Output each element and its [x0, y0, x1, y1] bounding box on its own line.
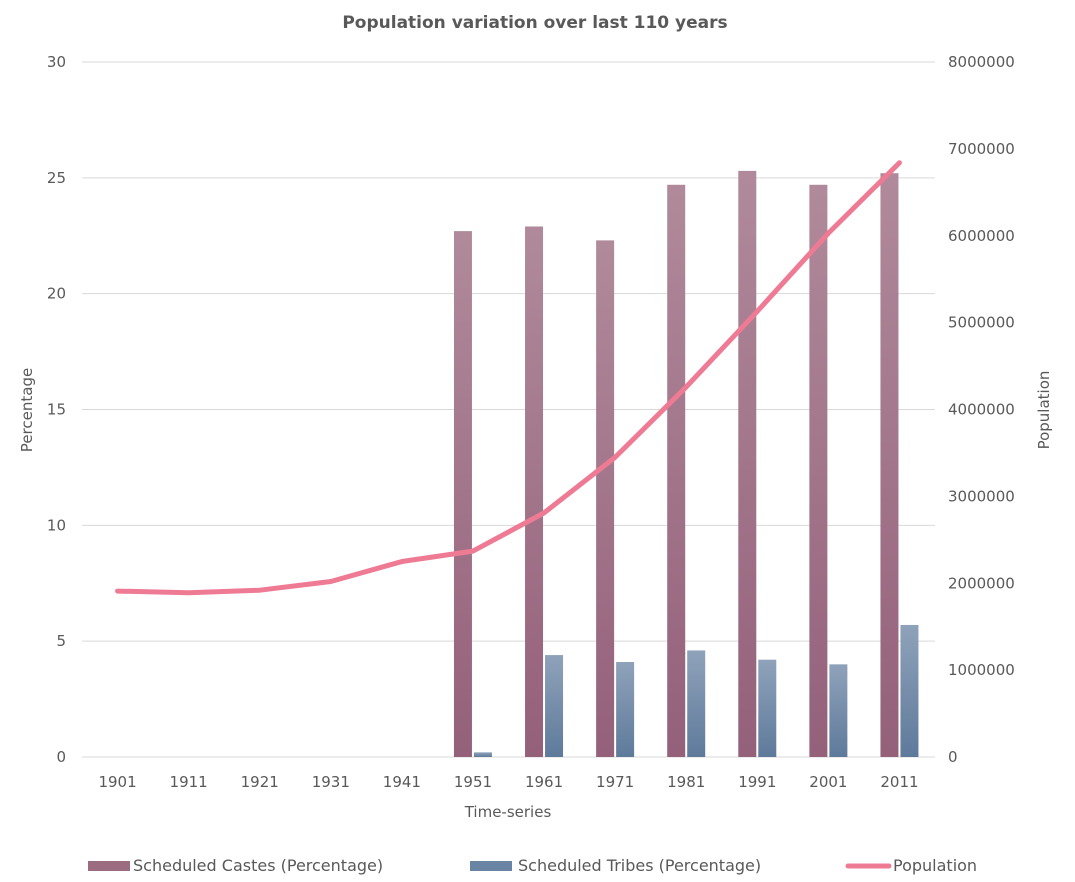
population-line	[115, 160, 902, 596]
x-tick-label: 1911	[170, 773, 208, 791]
left-axis-ticks: 0 5 10 15 20 25 30	[47, 53, 66, 766]
x-tick-label: 1971	[596, 773, 634, 791]
legend-swatch-scheduled-tribes	[470, 861, 512, 871]
y2-tick-label: 7000000	[948, 140, 1015, 158]
y2-tick-label: 4000000	[948, 401, 1015, 419]
grid-lines	[82, 61, 935, 758]
y-tick-label: 0	[56, 748, 66, 766]
y2-tick-label: 8000000	[948, 53, 1015, 71]
x-tick-label: 1901	[98, 773, 136, 791]
bar-scheduled-castes	[880, 173, 899, 757]
legend-label-scheduled-tribes: Scheduled Tribes (Percentage)	[518, 856, 761, 875]
legend-label-scheduled-castes: Scheduled Castes (Percentage)	[133, 856, 383, 875]
y-tick-label: 10	[47, 516, 66, 534]
bar-scheduled-castes	[738, 170, 757, 758]
bar-scheduled-tribes	[545, 655, 564, 757]
legend: Scheduled Castes (Percentage) Scheduled T…	[88, 856, 977, 875]
y-axis-label: Percentage	[18, 368, 36, 452]
bar-scheduled-tribes	[758, 659, 777, 757]
bar-scheduled-castes	[667, 184, 686, 758]
y2-tick-label: 6000000	[948, 227, 1015, 245]
y2-tick-label: 3000000	[948, 487, 1015, 505]
bar-scheduled-castes	[453, 231, 472, 757]
bar-scheduled-castes	[596, 240, 615, 758]
x-tick-label: 1961	[525, 773, 563, 791]
bars	[453, 170, 919, 758]
y2-axis-label: Population	[1035, 371, 1053, 450]
bar-scheduled-tribes	[900, 624, 919, 757]
y2-tick-label: 2000000	[948, 574, 1015, 592]
y-tick-label: 25	[47, 169, 66, 187]
chart-title: Population variation over last 110 years	[342, 13, 727, 33]
right-axis-ticks: 0 1000000 2000000 3000000 4000000 5000000 6000…	[948, 53, 1015, 766]
x-tick-label: 1951	[454, 773, 492, 791]
x-tick-label: 2001	[809, 773, 847, 791]
x-tick-label: 1931	[312, 773, 350, 791]
x-tick-label: 2011	[880, 773, 918, 791]
y-tick-label: 30	[47, 53, 66, 71]
y2-tick-label: 1000000	[948, 661, 1015, 679]
legend-swatch-scheduled-castes	[88, 861, 130, 871]
legend-label-population: Population	[893, 856, 977, 875]
x-axis-ticks: 1901 1911 1921 1931 1941 1951 1961 1971 1981 1991…	[98, 773, 918, 791]
y-tick-label: 5	[56, 632, 66, 650]
y2-tick-label: 0	[948, 748, 958, 766]
y-tick-label: 20	[47, 285, 66, 303]
x-tick-label: 1941	[383, 773, 421, 791]
bar-scheduled-tribes	[687, 650, 706, 757]
y-tick-label: 15	[47, 401, 66, 419]
bar-scheduled-tribes	[473, 752, 492, 757]
bar-scheduled-tribes	[829, 664, 848, 757]
bar-scheduled-tribes	[616, 662, 635, 757]
x-axis-label: Time-series	[464, 803, 552, 821]
bar-scheduled-castes	[525, 226, 544, 757]
bar-scheduled-castes	[809, 184, 828, 758]
y2-tick-label: 5000000	[948, 314, 1015, 332]
x-tick-label: 1981	[667, 773, 705, 791]
x-tick-label: 1991	[738, 773, 776, 791]
x-tick-label: 1921	[241, 773, 279, 791]
population-line-group	[115, 160, 902, 596]
